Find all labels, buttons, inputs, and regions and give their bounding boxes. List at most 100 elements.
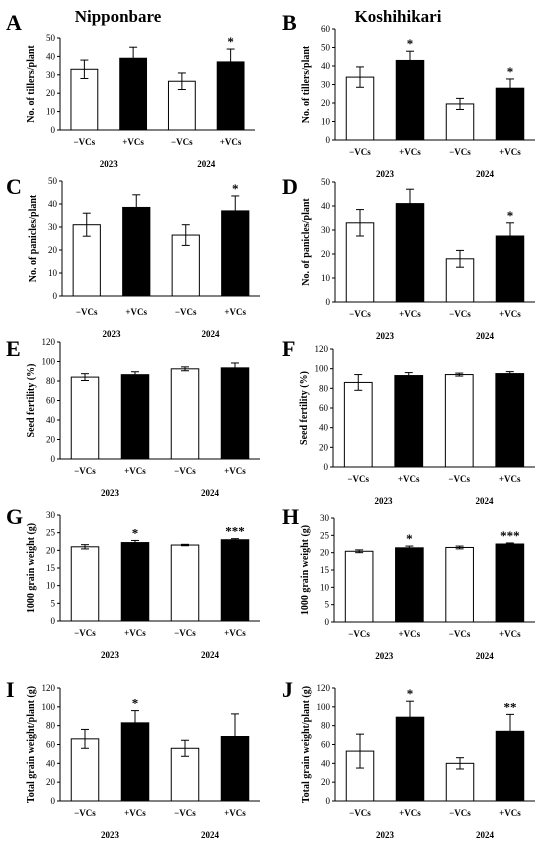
x-category-label: +VCs — [124, 808, 146, 818]
y-tick-label: 60 — [46, 396, 56, 406]
x-category-label: +VCs — [399, 147, 421, 157]
x-category-label: +VCs — [499, 808, 521, 818]
y-tick-label: 0 — [51, 616, 56, 626]
chart-panel-h: H 0 5 10 15 20 25 30 1000 grain weight (g) −VCs * +… — [282, 504, 535, 661]
y-tick-label: 120 — [315, 344, 329, 354]
y-tick-label: 100 — [42, 357, 56, 367]
x-category-label: −VCs — [76, 307, 98, 317]
y-tick-label: 10 — [321, 273, 331, 283]
y-tick-label: 20 — [48, 245, 58, 255]
y-tick-label: 30 — [321, 225, 331, 235]
y-tick-label: 0 — [326, 135, 331, 145]
significance-marker: * — [407, 36, 414, 51]
bar — [167, 80, 196, 131]
x-group-label: 2023 — [100, 159, 119, 169]
x-category-label: +VCs — [224, 808, 246, 818]
y-tick-label: 15 — [46, 563, 56, 573]
chart-panel-j: J 0 20 40 60 80 100 120 Total grain weight/plant… — [282, 677, 535, 840]
x-group-label: 2023 — [101, 488, 120, 498]
y-tick-label: 10 — [320, 582, 330, 592]
y-tick-label: 20 — [319, 442, 329, 452]
x-category-label: +VCs — [499, 147, 521, 157]
panel-label: B — [282, 10, 297, 35]
x-category-label: −VCs — [349, 309, 371, 319]
significance-marker: * — [507, 64, 514, 79]
y-tick-label: 10 — [321, 117, 331, 127]
x-category-label: +VCs — [499, 309, 521, 319]
y-tick-label: 40 — [321, 61, 331, 71]
y-tick-label: 0 — [325, 617, 330, 627]
y-tick-label: 25 — [46, 528, 56, 538]
chart-panel-g: G 0 5 10 15 20 25 30 1000 grain weight (g) −VCs * +… — [6, 504, 260, 660]
y-tick-label: 80 — [319, 383, 329, 393]
y-tick-label: 100 — [42, 702, 56, 712]
y-axis-label: 1000 grain weight (g) — [300, 525, 311, 615]
y-tick-label: 40 — [46, 415, 56, 425]
x-group-label: 2023 — [375, 496, 394, 506]
x-category-label: +VCs — [224, 307, 246, 317]
y-tick-label: 10 — [48, 268, 58, 278]
significance-marker: *** — [225, 524, 245, 539]
cultivar-title-koshihikari: Koshihikari — [355, 7, 442, 26]
bar — [495, 373, 525, 468]
y-tick-label: 80 — [321, 721, 331, 731]
y-tick-label: 10 — [46, 107, 56, 117]
x-category-label: −VCs — [347, 474, 369, 484]
bar — [119, 57, 148, 131]
significance-marker: * — [132, 696, 139, 711]
y-tick-label: 20 — [46, 88, 56, 98]
x-category-label: −VCs — [449, 309, 471, 319]
y-axis-label: Total grain weight/plant (g) — [301, 686, 312, 803]
significance-marker: * — [406, 531, 413, 546]
y-axis-label: No. of panicles/plant — [28, 194, 39, 282]
y-tick-label: 80 — [46, 721, 56, 731]
x-category-label: −VCs — [174, 628, 196, 638]
bar — [395, 547, 424, 623]
panel-label: D — [282, 174, 298, 199]
y-tick-label: 0 — [51, 454, 56, 464]
x-category-label: +VCs — [499, 629, 521, 639]
x-group-label: 2023 — [376, 331, 395, 341]
chart-panel-e: E 0 20 40 60 80 100 120 Seed fertility (%) −VCs +V… — [6, 336, 260, 498]
bar — [70, 546, 100, 622]
bar — [70, 738, 100, 802]
significance-marker: * — [227, 34, 234, 49]
panel-label: E — [6, 336, 21, 361]
panel-label: C — [6, 174, 22, 199]
bar — [220, 367, 250, 460]
y-tick-label: 20 — [46, 545, 56, 555]
x-category-label: +VCs — [499, 474, 521, 484]
y-tick-label: 30 — [321, 80, 331, 90]
panel-label: A — [6, 10, 22, 35]
bar — [445, 103, 475, 141]
bar — [70, 68, 99, 131]
y-tick-label: 0 — [51, 796, 56, 806]
y-tick-label: 120 — [317, 683, 331, 693]
x-category-label: −VCs — [349, 147, 371, 157]
bar — [445, 762, 475, 802]
y-tick-label: 0 — [51, 125, 56, 135]
significance-marker: ** — [504, 699, 517, 714]
y-tick-label: 20 — [321, 98, 331, 108]
bar — [70, 376, 100, 460]
y-tick-label: 20 — [46, 435, 56, 445]
y-tick-label: 30 — [46, 70, 56, 80]
y-tick-label: 40 — [46, 758, 56, 768]
x-category-label: −VCs — [449, 808, 471, 818]
x-category-label: +VCs — [122, 137, 144, 147]
bar — [344, 550, 374, 623]
x-category-label: −VCs — [74, 808, 96, 818]
x-group-label: 2023 — [103, 329, 122, 339]
y-tick-label: 20 — [321, 249, 331, 259]
y-tick-label: 60 — [321, 24, 331, 34]
y-axis-label: 1000 grain weight (g) — [26, 523, 37, 613]
panel-label: J — [282, 677, 293, 702]
bar — [395, 59, 425, 141]
y-tick-label: 60 — [321, 740, 331, 750]
x-category-label: −VCs — [449, 147, 471, 157]
y-axis-label: No. of tillers/plant — [26, 45, 37, 123]
chart-panel-b: B 0 10 20 30 40 50 60 No. of tillers/plant −VCs * +… — [282, 10, 535, 179]
bar — [122, 206, 151, 297]
